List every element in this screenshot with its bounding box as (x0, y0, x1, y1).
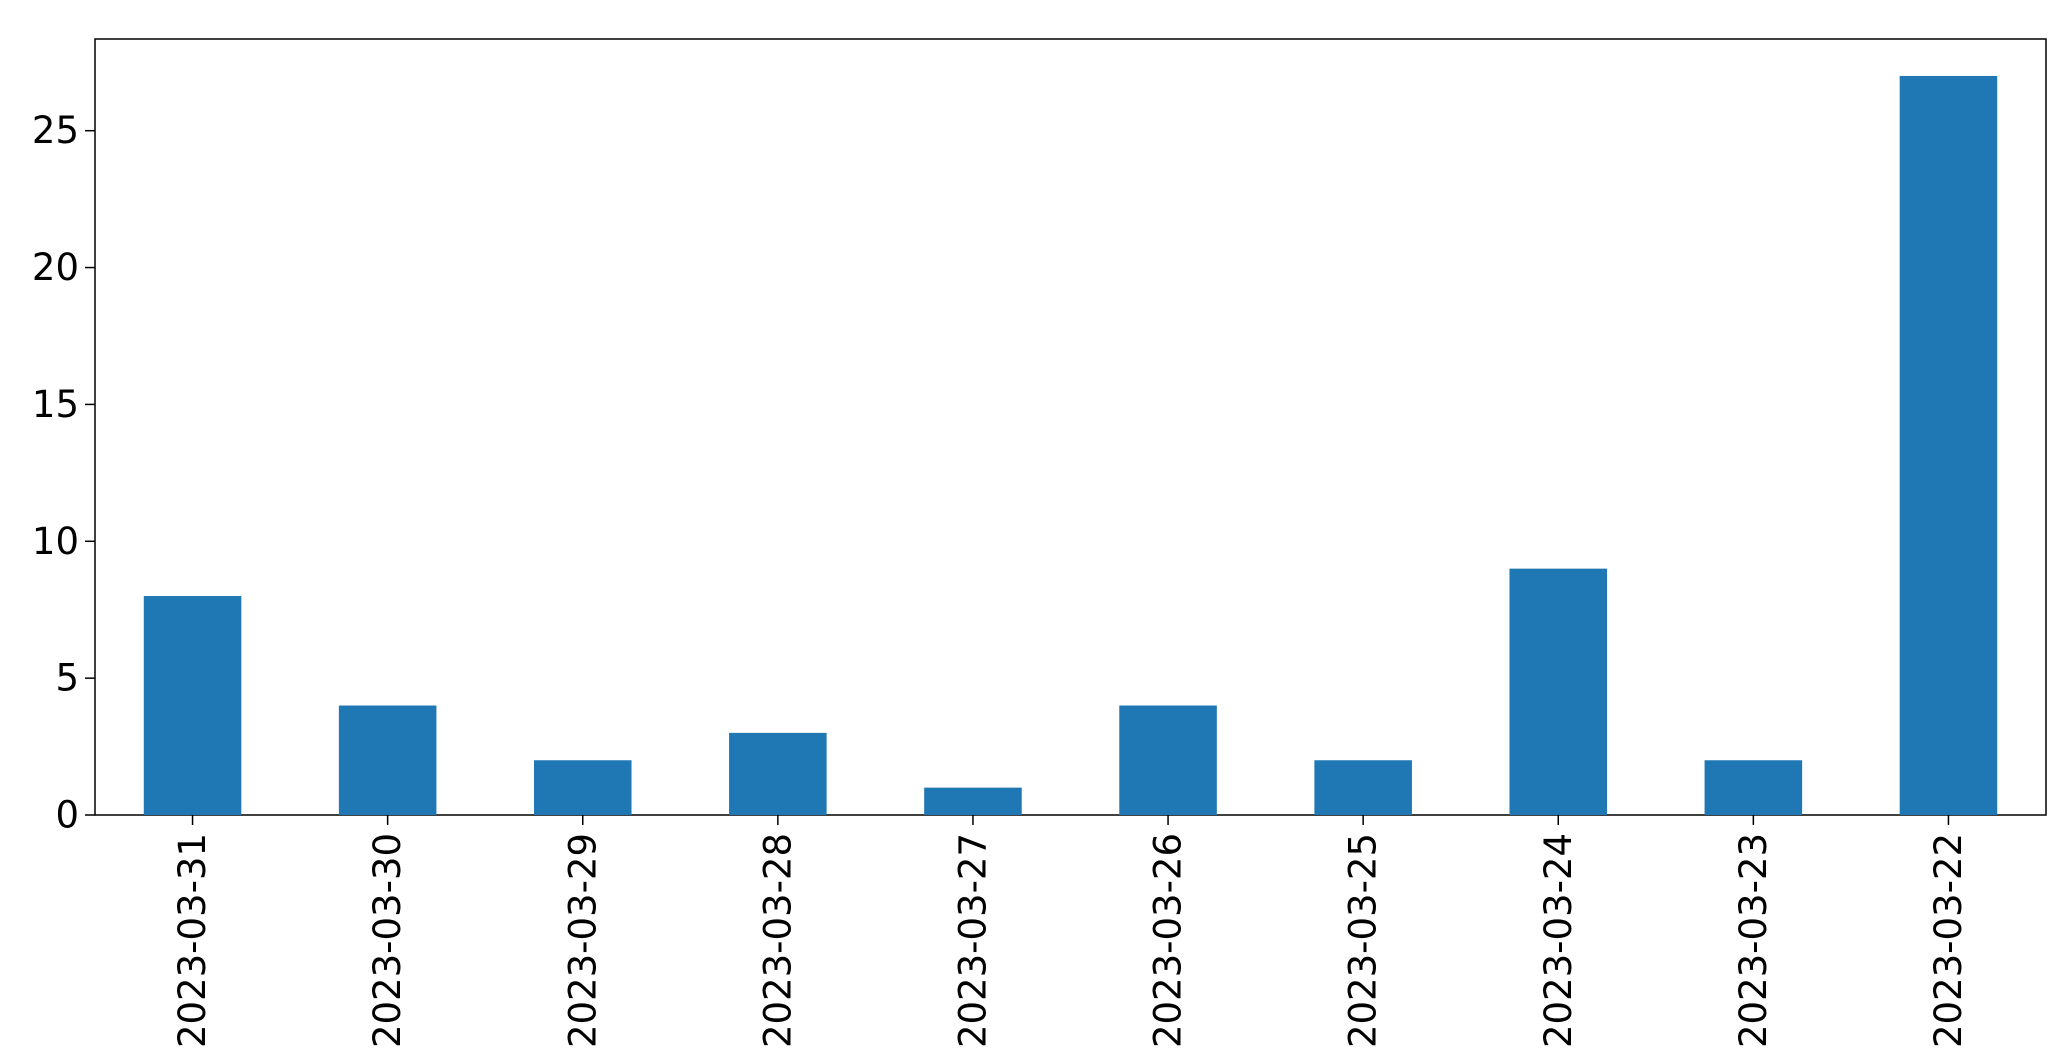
bar-2023-03-26 (1119, 705, 1217, 815)
y-tick-label: 10 (32, 520, 79, 563)
y-tick-label: 20 (32, 246, 79, 289)
y-tick-label: 5 (55, 657, 79, 700)
bars-layer (143, 75, 1998, 815)
x-tick-label: 2023-03-31 (171, 833, 214, 1048)
x-tick-label: 2023-03-23 (1732, 833, 1775, 1048)
y-tick-label: 15 (32, 383, 79, 426)
bar-2023-03-31 (143, 596, 242, 815)
x-tick-label: 2023-03-25 (1342, 833, 1385, 1048)
x-tick-label: 2023-03-24 (1537, 833, 1580, 1048)
x-tick-label: 2023-03-28 (756, 833, 799, 1048)
x-tick-label: 2023-03-29 (561, 833, 604, 1048)
bar-2023-03-25 (1314, 760, 1412, 815)
y-axis: 0 5 10 15 20 25 (32, 109, 95, 837)
x-tick-label: 2023-03-22 (1927, 833, 1970, 1048)
bar-2023-03-27 (924, 787, 1022, 815)
x-tick-label: 2023-03-27 (951, 833, 994, 1048)
bar-2023-03-24 (1509, 568, 1608, 815)
y-tick-label: 0 (55, 794, 79, 837)
plot-frame (94, 38, 2047, 816)
bar-2023-03-28 (729, 732, 827, 815)
bar-2023-03-23 (1704, 760, 1803, 815)
x-tick-label: 2023-03-26 (1147, 833, 1190, 1048)
bar-2023-03-29 (533, 760, 632, 815)
bar-2023-03-22 (1899, 75, 1998, 815)
x-axis: 2023-03-31 2023-03-30 2023-03-29 2023-03-28… (171, 815, 1970, 1048)
y-tick-label: 25 (32, 109, 79, 152)
x-tick-label: 2023-03-30 (366, 833, 409, 1048)
plot-area (94, 38, 2047, 816)
bar-2023-03-30 (338, 705, 437, 815)
